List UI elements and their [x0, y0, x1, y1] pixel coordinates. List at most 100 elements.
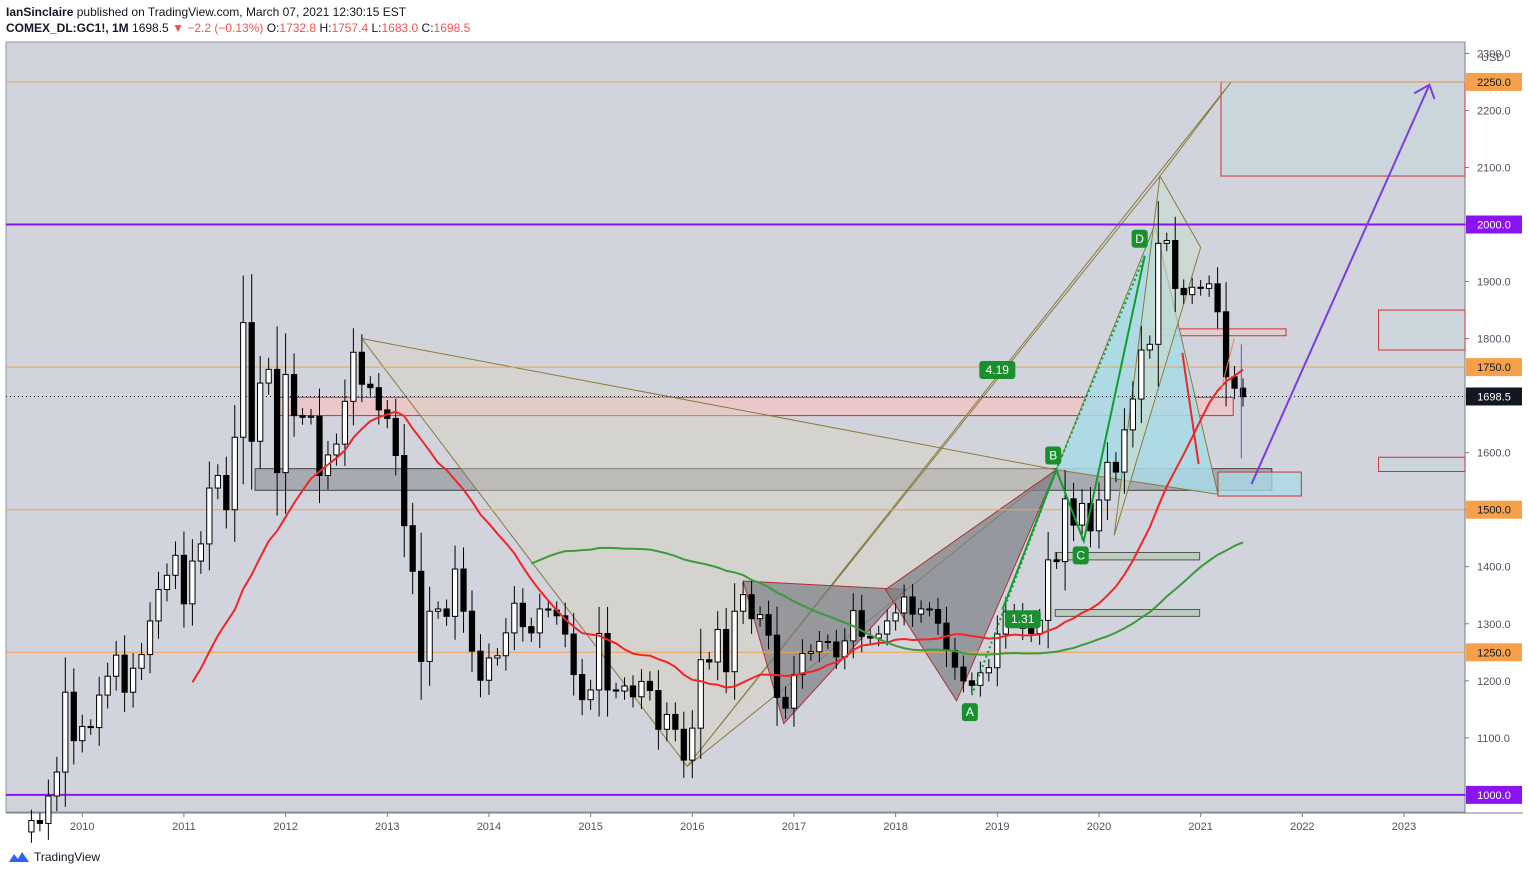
candle-up — [104, 675, 111, 696]
close-label: C: — [421, 21, 434, 35]
candle-down — [672, 713, 679, 730]
candle-up — [1121, 429, 1128, 473]
candle-up — [884, 620, 891, 635]
time-tick-label: 2014 — [477, 821, 501, 833]
price-level-badge — [1466, 500, 1522, 519]
open-label: O: — [266, 21, 280, 35]
price-tick-label: 1100.0 — [1477, 733, 1510, 745]
candle-up — [621, 685, 628, 692]
candle-down — [934, 609, 942, 624]
time-tick-label: 2019 — [985, 821, 1009, 833]
candle-up — [536, 608, 543, 634]
price-level-badge-label: 1250.0 — [1477, 647, 1511, 659]
author-name[interactable]: IanSinclaire — [6, 5, 74, 19]
harmonic-dotted-legs — [970, 255, 1146, 696]
candle-down — [909, 596, 916, 615]
candle-up — [977, 672, 984, 686]
time-tick-label: 2020 — [1087, 821, 1111, 833]
candle-up — [1146, 343, 1153, 351]
harmonic-point-marker — [1072, 546, 1089, 565]
candle-down — [223, 474, 230, 511]
candle-down — [1172, 239, 1179, 289]
target-zone-top — [1220, 81, 1466, 177]
candle-up — [1163, 239, 1170, 244]
candle-up — [816, 640, 823, 653]
time-tick-label: 2023 — [1392, 821, 1416, 833]
candle-up — [206, 487, 213, 545]
current-price-badge — [1466, 387, 1522, 406]
candle-down — [418, 570, 425, 662]
candle-down — [748, 594, 755, 620]
candle-down — [706, 659, 713, 663]
candle-down — [290, 374, 298, 417]
time-tick-label: 2015 — [578, 821, 602, 833]
candle-down — [180, 554, 188, 605]
price-level-badge — [1466, 785, 1522, 804]
candle-up — [1205, 283, 1213, 289]
time-tick-label: 2010 — [70, 821, 94, 833]
candle-down — [1239, 387, 1247, 398]
candle-down — [36, 820, 44, 824]
time-tick-label: 2021 — [1188, 821, 1212, 833]
red-arrow-down — [1181, 352, 1200, 465]
publish-header: IanSinclaire published on TradingView.co… — [6, 4, 406, 20]
down-arrow-icon: ▼ — [172, 21, 184, 35]
candle-down — [579, 674, 586, 701]
candle-up — [485, 657, 493, 681]
brand-name[interactable]: TradingView — [34, 850, 101, 864]
ratio-marker — [1004, 610, 1041, 629]
time-tick-label: 2013 — [375, 821, 399, 833]
candle-up — [45, 795, 52, 824]
candle-down — [1222, 311, 1230, 378]
high-value: 1757.4 — [331, 21, 369, 35]
candle-down — [409, 525, 416, 572]
candle-up — [799, 652, 806, 676]
bat-pattern-right — [884, 468, 1058, 702]
harmonic-point-label: C — [1076, 548, 1085, 562]
harmonic-point-marker — [1045, 446, 1062, 465]
time-tick-label: 2012 — [273, 821, 297, 833]
candle-down — [375, 387, 382, 411]
moving-average-fast — [191, 368, 1244, 689]
candle-up — [494, 655, 501, 659]
candle-up — [163, 574, 171, 591]
candle-up — [172, 554, 179, 576]
price-tick-label: 1600.0 — [1477, 448, 1511, 460]
candle-down — [655, 690, 662, 730]
candle-down — [968, 680, 976, 686]
price-tick-label: 2200.0 — [1477, 105, 1511, 117]
candle-down — [1028, 627, 1035, 634]
candle-down — [443, 608, 450, 617]
candle-down — [604, 632, 611, 691]
candle-up — [333, 443, 340, 456]
time-tick-label: 2011 — [172, 821, 196, 833]
time-tick-label: 2022 — [1290, 821, 1314, 833]
ratio-label: 4.19 — [986, 363, 1010, 377]
candle-down — [528, 626, 535, 634]
candle-up — [1189, 286, 1196, 296]
candle-down — [824, 640, 831, 643]
price-change: −2.2 (−0.13%) — [187, 21, 264, 35]
ohlc-legend: COMEX_DL:GC1!, 1M 1698.5 ▼ −2.2 (−0.13%)… — [6, 21, 470, 35]
price-level-badge — [1466, 358, 1522, 377]
high-label: H: — [319, 21, 332, 35]
candle-down — [926, 608, 933, 611]
candle-up — [900, 596, 908, 614]
candle-down — [87, 725, 94, 729]
candle-up — [113, 654, 120, 677]
candle-up — [1129, 398, 1136, 431]
candle-up — [79, 725, 86, 742]
candle-up — [434, 608, 442, 612]
projection-arrowhead — [1413, 83, 1436, 100]
candle-up — [1138, 349, 1145, 400]
harmonic-point-label: A — [966, 705, 974, 719]
candle-up — [96, 694, 103, 729]
candle-up — [1045, 559, 1052, 621]
candle-up — [1095, 499, 1103, 532]
candle-down — [392, 417, 399, 457]
candle-down — [1112, 461, 1120, 473]
current-price-badge-label: 1698.5 — [1477, 391, 1511, 403]
candle-down — [367, 383, 374, 389]
symbol-label[interactable]: COMEX_DL:GC1!, 1M — [6, 21, 129, 35]
